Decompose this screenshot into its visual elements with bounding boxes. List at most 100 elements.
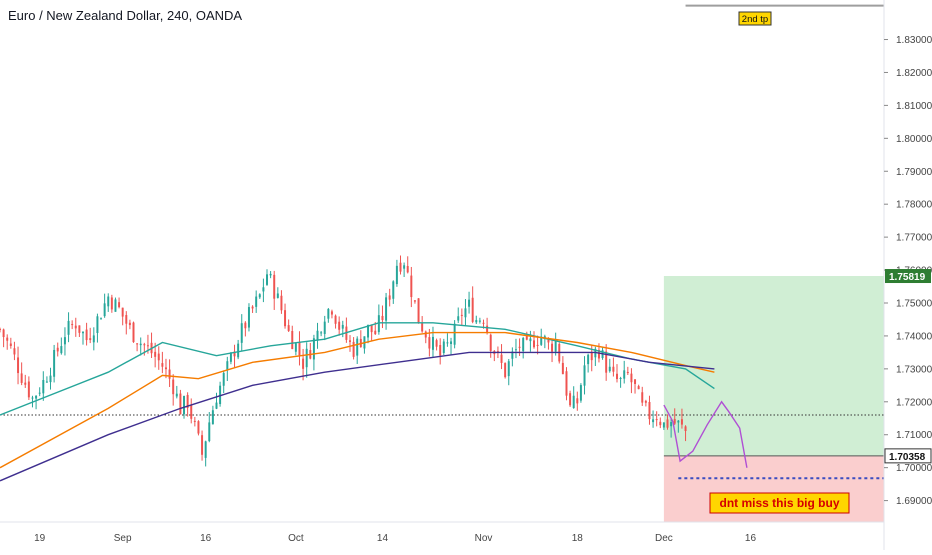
candle[interactable]	[634, 379, 637, 384]
candle[interactable]	[507, 361, 510, 377]
candle[interactable]	[27, 381, 30, 398]
candle[interactable]	[38, 392, 41, 394]
candle[interactable]	[114, 299, 117, 312]
candle[interactable]	[666, 419, 669, 428]
candle[interactable]	[103, 303, 106, 317]
candle[interactable]	[240, 323, 243, 343]
candle[interactable]	[341, 324, 344, 329]
candle[interactable]	[348, 340, 351, 342]
candle[interactable]	[201, 435, 204, 455]
candle[interactable]	[143, 344, 146, 346]
target-price-tag[interactable]	[885, 269, 931, 284]
candle[interactable]	[612, 366, 615, 372]
candle[interactable]	[258, 294, 261, 298]
candle[interactable]	[482, 322, 485, 324]
candle[interactable]	[96, 316, 99, 334]
candle[interactable]	[399, 262, 402, 272]
candle[interactable]	[63, 337, 66, 345]
candle[interactable]	[136, 343, 139, 345]
candle[interactable]	[605, 351, 608, 373]
candle[interactable]	[619, 377, 622, 379]
candle[interactable]	[294, 343, 297, 352]
candle[interactable]	[374, 330, 377, 335]
candle[interactable]	[511, 351, 514, 359]
candle[interactable]	[489, 334, 492, 351]
candle[interactable]	[670, 422, 673, 427]
candle[interactable]	[92, 335, 95, 343]
candle[interactable]	[453, 323, 456, 345]
candle[interactable]	[514, 349, 517, 351]
projection-drawing[interactable]	[663, 400, 748, 468]
buy-note[interactable]	[709, 492, 850, 514]
candle[interactable]	[583, 365, 586, 386]
candle[interactable]	[395, 265, 398, 285]
candle[interactable]	[305, 348, 308, 368]
candle[interactable]	[439, 344, 442, 356]
candle[interactable]	[554, 341, 557, 352]
candle[interactable]	[255, 296, 258, 307]
candle[interactable]	[623, 370, 626, 379]
candle[interactable]	[529, 338, 532, 342]
candle[interactable]	[547, 339, 550, 343]
candle[interactable]	[486, 325, 489, 333]
candle[interactable]	[410, 275, 413, 298]
candle[interactable]	[266, 274, 268, 285]
candle[interactable]	[381, 315, 384, 321]
candle[interactable]	[370, 324, 373, 333]
candle[interactable]	[193, 420, 196, 422]
candle[interactable]	[590, 351, 593, 361]
candle[interactable]	[450, 341, 453, 345]
candle[interactable]	[35, 395, 38, 399]
candle[interactable]	[179, 393, 182, 415]
candle[interactable]	[338, 321, 341, 330]
candle[interactable]	[211, 410, 214, 425]
candle[interactable]	[237, 343, 240, 358]
candle[interactable]	[175, 393, 178, 397]
candle[interactable]	[172, 379, 175, 395]
candle[interactable]	[662, 422, 665, 428]
target-zone[interactable]	[663, 276, 884, 456]
candle[interactable]	[222, 373, 225, 386]
candle[interactable]	[284, 310, 287, 327]
candle[interactable]	[269, 273, 272, 276]
second-tp-note[interactable]	[738, 11, 772, 26]
candle[interactable]	[164, 367, 167, 370]
candle[interactable]	[273, 274, 276, 299]
candle[interactable]	[183, 396, 186, 415]
candle[interactable]	[587, 354, 590, 365]
candle[interactable]	[637, 386, 640, 390]
candle[interactable]	[146, 345, 149, 347]
candle[interactable]	[298, 342, 301, 356]
candle[interactable]	[204, 441, 207, 458]
candle[interactable]	[49, 375, 52, 383]
candle[interactable]	[78, 325, 81, 333]
candle[interactable]	[85, 329, 88, 341]
candle[interactable]	[608, 366, 611, 372]
candle[interactable]	[56, 347, 59, 352]
candle[interactable]	[215, 402, 218, 409]
candle[interactable]	[161, 363, 164, 367]
candle[interactable]	[525, 334, 528, 340]
candle[interactable]	[2, 329, 5, 338]
candle[interactable]	[118, 302, 121, 308]
candle[interactable]	[334, 315, 337, 324]
candle[interactable]	[576, 398, 579, 404]
candle[interactable]	[139, 343, 142, 346]
candle[interactable]	[673, 418, 676, 424]
candle[interactable]	[197, 421, 200, 434]
candle[interactable]	[67, 320, 70, 335]
candle[interactable]	[121, 307, 124, 317]
candle[interactable]	[540, 336, 543, 345]
candle[interactable]	[74, 325, 77, 329]
candle[interactable]	[392, 281, 395, 299]
candle[interactable]	[616, 373, 618, 380]
candle[interactable]	[471, 297, 474, 322]
candle[interactable]	[100, 318, 103, 320]
candle[interactable]	[280, 295, 283, 311]
candle[interactable]	[644, 400, 647, 403]
candle[interactable]	[89, 338, 92, 341]
candle[interactable]	[356, 338, 359, 356]
candle[interactable]	[413, 300, 416, 302]
candle[interactable]	[60, 346, 63, 354]
